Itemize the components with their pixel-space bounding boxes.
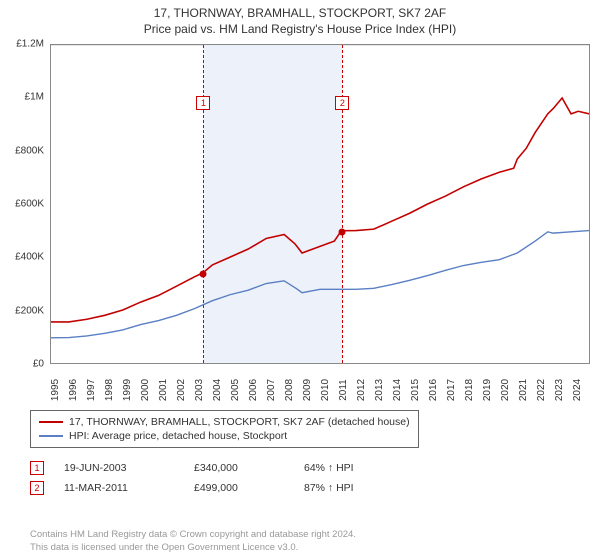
sale-vline bbox=[203, 45, 204, 363]
sale-point-dot bbox=[200, 271, 207, 278]
y-tick-label: £200K bbox=[15, 305, 44, 316]
x-tick-label: 2013 bbox=[374, 379, 385, 401]
x-tick-label: 2006 bbox=[248, 379, 259, 401]
plot-area: 12 bbox=[50, 44, 590, 364]
x-tick-label: 1998 bbox=[104, 379, 115, 401]
sale-hpi: 64% ↑ HPI bbox=[304, 462, 394, 474]
sale-row-marker: 2 bbox=[30, 481, 44, 495]
x-tick-label: 2019 bbox=[482, 379, 493, 401]
sale-date: 11-MAR-2011 bbox=[64, 482, 174, 494]
legend-label: 17, THORNWAY, BRAMHALL, STOCKPORT, SK7 2… bbox=[69, 416, 410, 428]
legend-swatch bbox=[39, 421, 63, 423]
sale-row: 1 19-JUN-2003 £340,000 64% ↑ HPI bbox=[30, 458, 570, 478]
x-tick-label: 2003 bbox=[194, 379, 205, 401]
x-tick-label: 2008 bbox=[284, 379, 295, 401]
x-tick-label: 2004 bbox=[212, 379, 223, 401]
x-tick-label: 2017 bbox=[446, 379, 457, 401]
x-tick-label: 2015 bbox=[410, 379, 421, 401]
y-tick-label: £800K bbox=[15, 145, 44, 156]
chart-area: £0£200K£400K£600K£800K£1M£1.2M 12 199519… bbox=[8, 44, 592, 394]
legend-row: HPI: Average price, detached house, Stoc… bbox=[39, 429, 410, 443]
x-tick-label: 2002 bbox=[176, 379, 187, 401]
y-axis: £0£200K£400K£600K£800K£1M£1.2M bbox=[8, 44, 48, 364]
series-svg bbox=[51, 45, 589, 363]
sale-vline bbox=[342, 45, 343, 363]
x-tick-label: 1995 bbox=[50, 379, 61, 401]
sale-row-marker: 1 bbox=[30, 461, 44, 475]
legend-row: 17, THORNWAY, BRAMHALL, STOCKPORT, SK7 2… bbox=[39, 415, 410, 429]
x-tick-label: 2024 bbox=[572, 379, 583, 401]
x-tick-label: 2016 bbox=[428, 379, 439, 401]
y-tick-label: £400K bbox=[15, 252, 44, 263]
x-tick-label: 2001 bbox=[158, 379, 169, 401]
x-tick-label: 2018 bbox=[464, 379, 475, 401]
x-tick-label: 1999 bbox=[122, 379, 133, 401]
sale-marker-box: 2 bbox=[335, 96, 349, 110]
title-line2: Price paid vs. HM Land Registry's House … bbox=[0, 22, 600, 36]
x-tick-label: 2014 bbox=[392, 379, 403, 401]
sale-price: £499,000 bbox=[194, 482, 284, 494]
x-tick-label: 2007 bbox=[266, 379, 277, 401]
x-tick-label: 2012 bbox=[356, 379, 367, 401]
series-property-price bbox=[51, 98, 589, 322]
x-tick-label: 1996 bbox=[68, 379, 79, 401]
y-tick-label: £1.2M bbox=[16, 39, 44, 50]
legend-and-sales: 17, THORNWAY, BRAMHALL, STOCKPORT, SK7 2… bbox=[30, 410, 570, 498]
x-tick-label: 2011 bbox=[338, 379, 349, 401]
title-line1: 17, THORNWAY, BRAMHALL, STOCKPORT, SK7 2… bbox=[0, 6, 600, 20]
sale-price: £340,000 bbox=[194, 462, 284, 474]
legend-label: HPI: Average price, detached house, Stoc… bbox=[69, 430, 287, 442]
x-tick-label: 2020 bbox=[500, 379, 511, 401]
x-tick-label: 1997 bbox=[86, 379, 97, 401]
sale-marker-box: 1 bbox=[196, 96, 210, 110]
sale-point-dot bbox=[339, 228, 346, 235]
x-tick-label: 2000 bbox=[140, 379, 151, 401]
legend-swatch bbox=[39, 435, 63, 437]
x-tick-label: 2022 bbox=[536, 379, 547, 401]
y-tick-label: £1M bbox=[25, 92, 44, 103]
attribution-line2: This data is licensed under the Open Gov… bbox=[30, 542, 356, 554]
sale-date: 19-JUN-2003 bbox=[64, 462, 174, 474]
x-tick-label: 2010 bbox=[320, 379, 331, 401]
x-tick-label: 2023 bbox=[554, 379, 565, 401]
x-tick-label: 2009 bbox=[302, 379, 313, 401]
legend-box: 17, THORNWAY, BRAMHALL, STOCKPORT, SK7 2… bbox=[30, 410, 419, 448]
chart-title-block: 17, THORNWAY, BRAMHALL, STOCKPORT, SK7 2… bbox=[0, 0, 600, 36]
x-tick-label: 2005 bbox=[230, 379, 241, 401]
sale-hpi: 87% ↑ HPI bbox=[304, 482, 394, 494]
x-axis: 1995199619971998199920002001200220032004… bbox=[50, 366, 590, 394]
sale-row: 2 11-MAR-2011 £499,000 87% ↑ HPI bbox=[30, 478, 570, 498]
sales-table: 1 19-JUN-2003 £340,000 64% ↑ HPI 2 11-MAR-201… bbox=[30, 458, 570, 498]
y-tick-label: £0 bbox=[33, 359, 44, 370]
y-tick-label: £600K bbox=[15, 199, 44, 210]
attribution: Contains HM Land Registry data © Crown c… bbox=[30, 529, 356, 554]
x-tick-label: 2021 bbox=[518, 379, 529, 401]
attribution-line1: Contains HM Land Registry data © Crown c… bbox=[30, 529, 356, 541]
